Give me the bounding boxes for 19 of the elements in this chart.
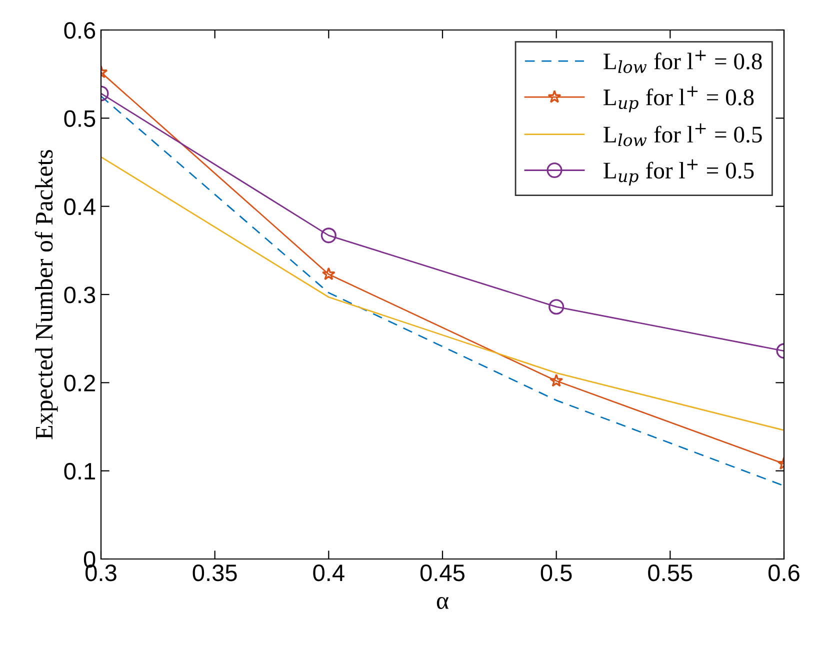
legend-label: L$_{low}$ for l$^{+}$ = 0.5 bbox=[604, 123, 762, 146]
line-series bbox=[101, 156, 784, 431]
y-tick-label: 0.3 bbox=[64, 286, 96, 304]
x-tick-label: 0.4 bbox=[313, 564, 344, 582]
y-tick-label: 0.2 bbox=[64, 374, 95, 392]
y-tick-label: 0.6 bbox=[64, 22, 96, 39]
y-tick-label: 0.5 bbox=[64, 110, 96, 127]
legend-label: L$_{low}$ for l$^{+}$ = 0.8 bbox=[604, 50, 762, 74]
y-axis-title: Expected Number of Packets bbox=[34, 150, 58, 440]
x-tick-label: 0.45 bbox=[420, 564, 464, 582]
legend-label: L$_{up}$ for l$^{+}$ = 0.8 bbox=[604, 86, 754, 112]
x-axis-title: α bbox=[436, 596, 448, 610]
y-tick-label: 0.1 bbox=[64, 462, 95, 480]
x-tick-label: 0.35 bbox=[192, 564, 237, 582]
x-tick-label: 0.5 bbox=[540, 564, 572, 582]
x-tick-label: 0.6 bbox=[768, 564, 800, 582]
legend-label: L$_{up}$ for l$^{+}$ = 0.5 bbox=[604, 159, 754, 186]
x-tick-label: 0.55 bbox=[648, 564, 692, 582]
y-tick-label: 0.4 bbox=[64, 198, 96, 216]
